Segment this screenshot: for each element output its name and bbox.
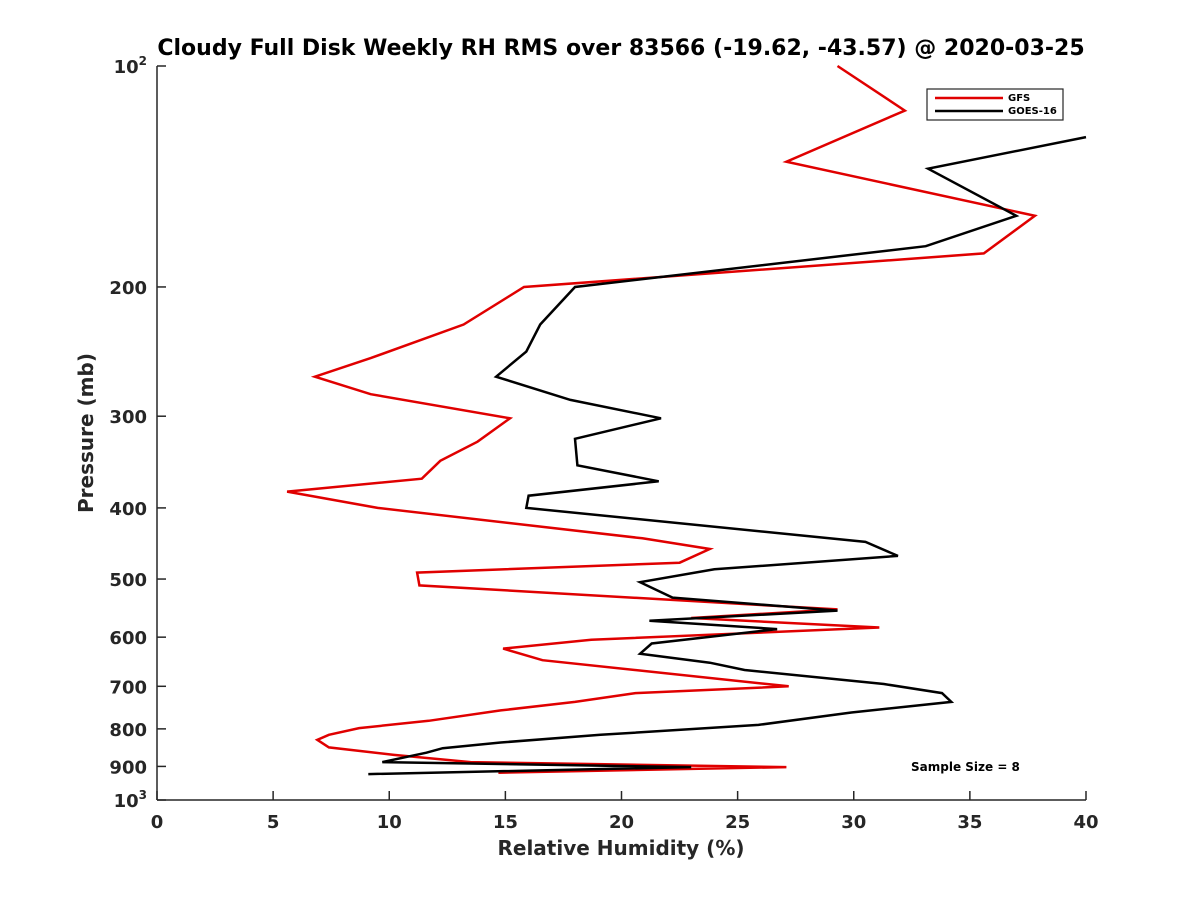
y-tick-label: 600 [109,628,147,649]
y-tick-label: 800 [109,720,147,741]
legend-label-gfs: GFS [1008,93,1030,104]
x-tick-label: 0 [151,812,164,833]
y-tick-label: 200 [109,278,147,299]
x-tick-label: 5 [267,812,280,833]
y-tick-label: 700 [109,677,147,698]
series-line-gfs [286,64,1038,774]
y-tick-label: 900 [109,757,147,778]
y-axis-label: Pressure (mb) [74,353,98,513]
x-tick-label: 25 [725,812,750,833]
x-ticks: 0 5 10 15 20 25 30 35 40 [151,791,1099,833]
y-tick-label: 300 [109,407,147,428]
x-tick-label: 10 [377,812,402,833]
legend-label-goes16: GOES-16 [1008,106,1057,117]
x-axis-label: Relative Humidity (%) [497,836,744,860]
x-tick-label: 35 [957,812,982,833]
y-tick-label: 400 [109,499,147,520]
series-line-goes16 [368,135,1087,776]
series-layer [286,64,1087,776]
x-tick-label: 40 [1073,812,1098,833]
legend: GFS GOES-16 [926,88,1064,121]
chart-title: Cloudy Full Disk Weekly RH RMS over 8356… [157,36,1084,61]
x-tick-label: 20 [609,812,634,833]
x-tick-label: 30 [841,812,866,833]
y-tick-label: 500 [109,570,147,591]
x-tick-label: 15 [493,812,518,833]
legend-box [926,88,1064,121]
sample-size-annotation: Sample Size = 8 [911,760,1020,774]
